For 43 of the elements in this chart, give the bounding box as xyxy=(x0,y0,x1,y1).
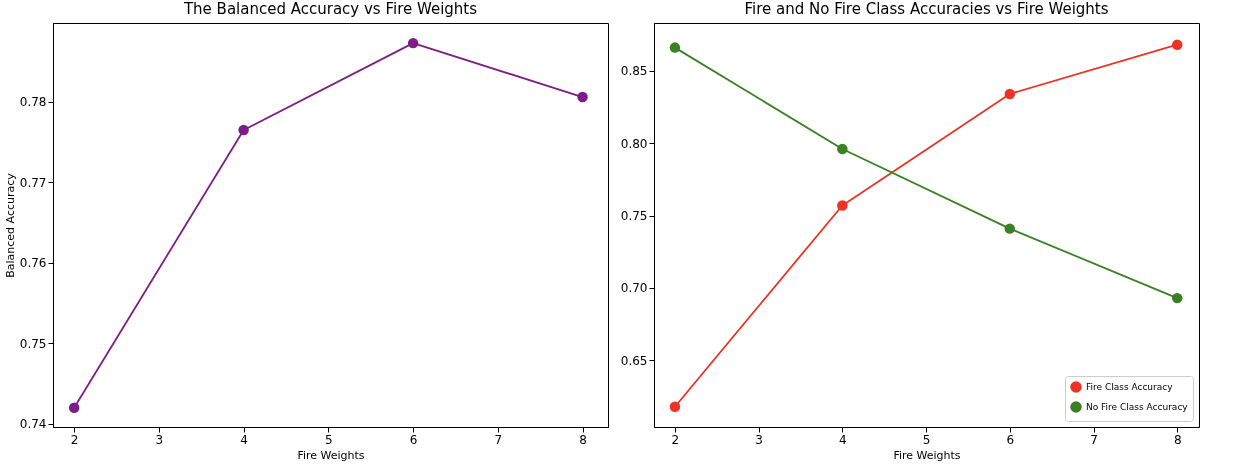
x-tick-label: 6 xyxy=(1006,432,1015,447)
x-tick-label: 6 xyxy=(409,432,418,447)
legend-label: No Fire Class Accuracy xyxy=(1086,402,1189,412)
point xyxy=(837,143,848,155)
y-tick-label: 0.76 xyxy=(19,256,47,271)
y-tick-label: 0.80 xyxy=(620,136,648,151)
x-tick-label: 2 xyxy=(671,432,680,447)
point xyxy=(669,42,681,53)
x-tick-label: 5 xyxy=(325,432,333,447)
point xyxy=(669,401,681,412)
y-tick-label: 0.70 xyxy=(620,281,648,296)
y-axis-title: Balanced Accuracy xyxy=(3,172,17,278)
x-tick-label: 3 xyxy=(155,432,164,447)
y-tick-label: 0.75 xyxy=(620,209,648,224)
x-tick-label: 7 xyxy=(494,432,503,447)
x-axis-title: Fire Weights xyxy=(893,448,961,462)
x-axis-title: Fire Weights xyxy=(297,448,365,462)
y-tick-label: 0.85 xyxy=(620,64,648,79)
point xyxy=(68,402,80,413)
x-tick-label: 5 xyxy=(922,432,931,447)
point xyxy=(837,200,848,211)
x-tick-label: 8 xyxy=(1173,432,1182,447)
x-tick-label: 8 xyxy=(579,432,587,447)
y-tick-label: 0.75 xyxy=(19,336,47,351)
y-tick-label: 0.77 xyxy=(19,175,47,190)
point xyxy=(238,124,249,136)
point xyxy=(1171,39,1183,50)
x-tick-label: 3 xyxy=(755,432,763,447)
x-tick-label: 7 xyxy=(1090,432,1098,447)
x-tick-label: 2 xyxy=(70,432,79,447)
point xyxy=(1004,223,1016,234)
chart-title: Fire and No Fire Class Accuracies vs Fire Weights xyxy=(744,0,1109,18)
point xyxy=(577,91,588,103)
y-tick-label: 0.78 xyxy=(19,95,47,110)
chart-title: The Balanced Accuracy vs Fire Weights xyxy=(182,0,478,18)
y-tick-label: 0.74 xyxy=(19,417,47,432)
y-tick-label: 0.65 xyxy=(620,353,648,368)
point xyxy=(407,37,419,49)
legend-label: Fire Class Accuracy xyxy=(1086,382,1174,392)
point xyxy=(1004,88,1016,100)
x-tick-label: 4 xyxy=(839,432,847,447)
point xyxy=(1171,292,1183,304)
x-tick-label: 4 xyxy=(240,432,248,447)
